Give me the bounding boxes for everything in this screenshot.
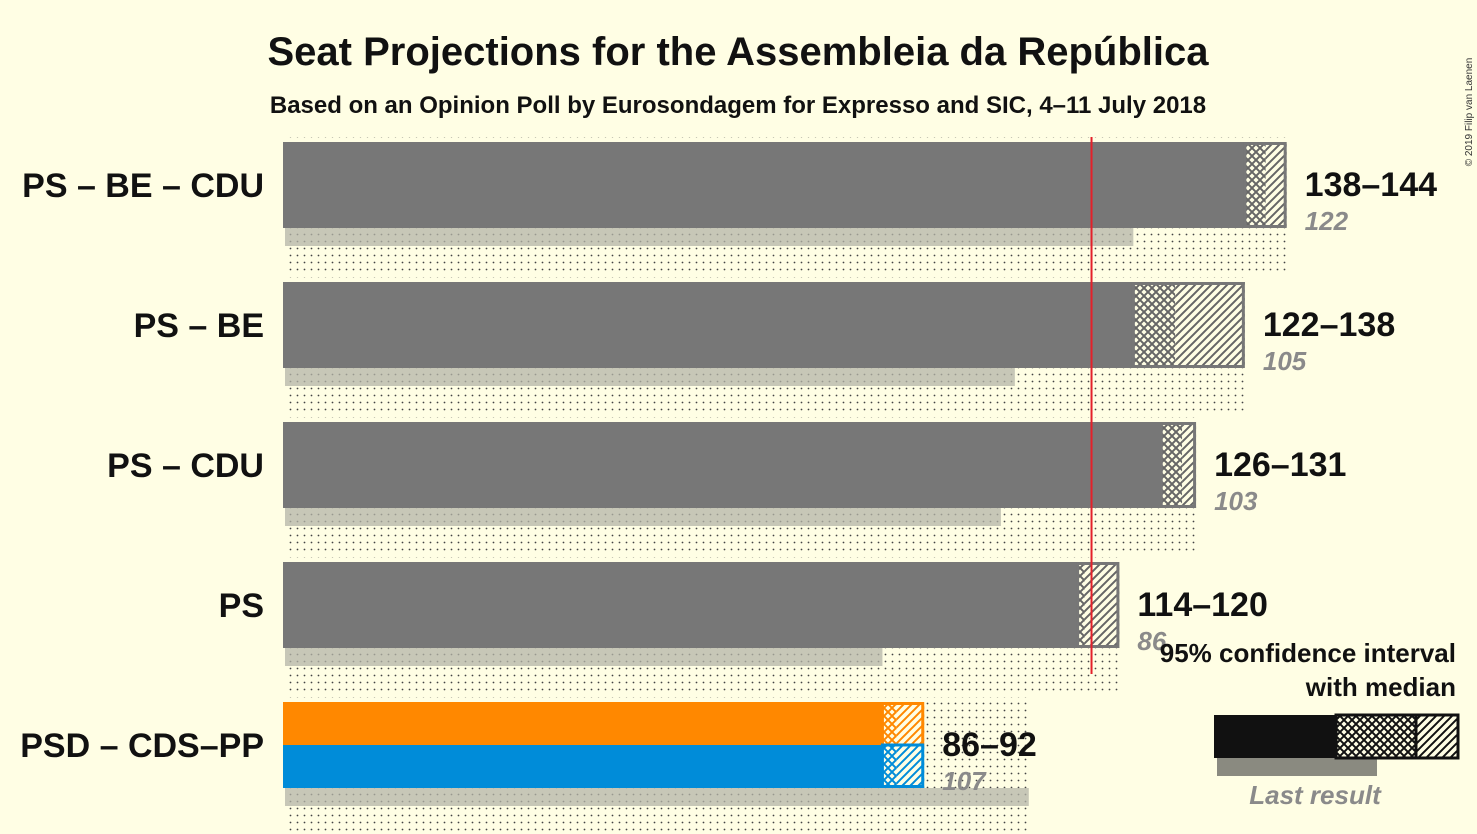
- legend-title-line1: 95% confidence interval: [1160, 638, 1456, 668]
- range-label: 122–138: [1263, 306, 1395, 344]
- legend: 95% confidence interval with median Last…: [1160, 638, 1460, 810]
- last-result-bar: [285, 228, 1134, 246]
- row-label: PS – CDU: [107, 447, 264, 485]
- median-bar: [283, 142, 1245, 228]
- last-result-label: 105: [1263, 346, 1307, 376]
- last-result-bar: [285, 508, 1001, 526]
- last-result-label: 107: [942, 766, 987, 796]
- row-4: [283, 697, 1029, 832]
- median-bar: [283, 562, 1078, 648]
- last-result-bar: [285, 368, 1015, 386]
- chart-subtitle: Based on an Opinion Poll by Eurosondagem…: [270, 92, 1206, 119]
- row-0: [283, 137, 1287, 272]
- last-result-label: 122: [1305, 206, 1349, 236]
- row-label: PS: [219, 587, 264, 625]
- copyright-note: © 2019 Filip van Laenen: [1464, 58, 1475, 167]
- legend-solid-swatch: [1214, 715, 1336, 758]
- median-bar: [283, 282, 1134, 368]
- last-result-bar: [285, 788, 1029, 806]
- ci-outline: [1076, 562, 1120, 648]
- row-label: PSD – CDS–PP: [20, 727, 264, 765]
- range-label: 114–120: [1137, 586, 1268, 624]
- range-label: 86–92: [942, 726, 1037, 764]
- ci-lower-cds: [882, 745, 897, 788]
- ci-upper-psd: [896, 702, 925, 745]
- ci-lower-segment: [1133, 282, 1176, 368]
- ci-lower-segment: [1077, 562, 1085, 648]
- ci-outline: [1243, 142, 1287, 228]
- chart-title: Seat Projections for the Assembleia da R…: [267, 30, 1209, 74]
- ci-lower-segment: [1244, 142, 1266, 228]
- legend-cross-swatch: [1334, 713, 1418, 760]
- last-result-bar: [285, 648, 883, 666]
- median-bar: [283, 422, 1162, 508]
- legend-title-line2: with median: [1305, 672, 1456, 702]
- range-label: 138–144: [1305, 166, 1437, 204]
- ci-upper-segment: [1265, 142, 1287, 228]
- row-label: PS – BE – CDU: [22, 167, 264, 205]
- ci-upper-segment: [1084, 562, 1120, 648]
- last-result-label: 86: [1137, 626, 1166, 656]
- ci-upper-cds: [896, 745, 925, 788]
- ci-upper-segment: [1182, 422, 1197, 508]
- ci-outline: [1159, 422, 1197, 508]
- row-2: [283, 417, 1197, 552]
- row-1: [283, 277, 1245, 412]
- ci-lower-psd: [882, 702, 897, 745]
- last-result-label: 103: [1214, 486, 1258, 516]
- ci-lower-segment: [1161, 422, 1183, 508]
- ci-outline-cds: [880, 743, 925, 788]
- legend-last-label: Last result: [1249, 780, 1382, 810]
- row-3: [283, 557, 1120, 692]
- ci-upper-segment: [1175, 282, 1245, 368]
- bar-segment-psd: [283, 702, 883, 745]
- ci-outline: [1131, 282, 1245, 368]
- bar-segment-cds: [283, 745, 883, 788]
- row-label: PS – BE: [134, 307, 264, 345]
- legend-last-swatch: [1217, 758, 1377, 776]
- legend-hatch-swatch: [1414, 713, 1460, 760]
- range-label: 126–131: [1214, 446, 1346, 484]
- chart-rows: [283, 137, 1287, 832]
